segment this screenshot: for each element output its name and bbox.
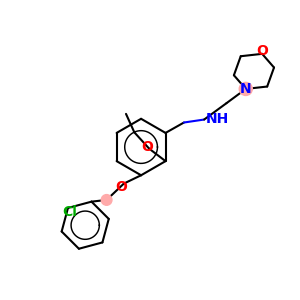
Text: Cl: Cl bbox=[62, 205, 77, 218]
Text: O: O bbox=[256, 44, 268, 58]
Text: N: N bbox=[240, 82, 252, 96]
Text: NH: NH bbox=[206, 112, 229, 126]
Circle shape bbox=[239, 82, 252, 95]
Text: O: O bbox=[141, 140, 153, 154]
Circle shape bbox=[101, 195, 112, 205]
Text: O: O bbox=[115, 180, 127, 194]
